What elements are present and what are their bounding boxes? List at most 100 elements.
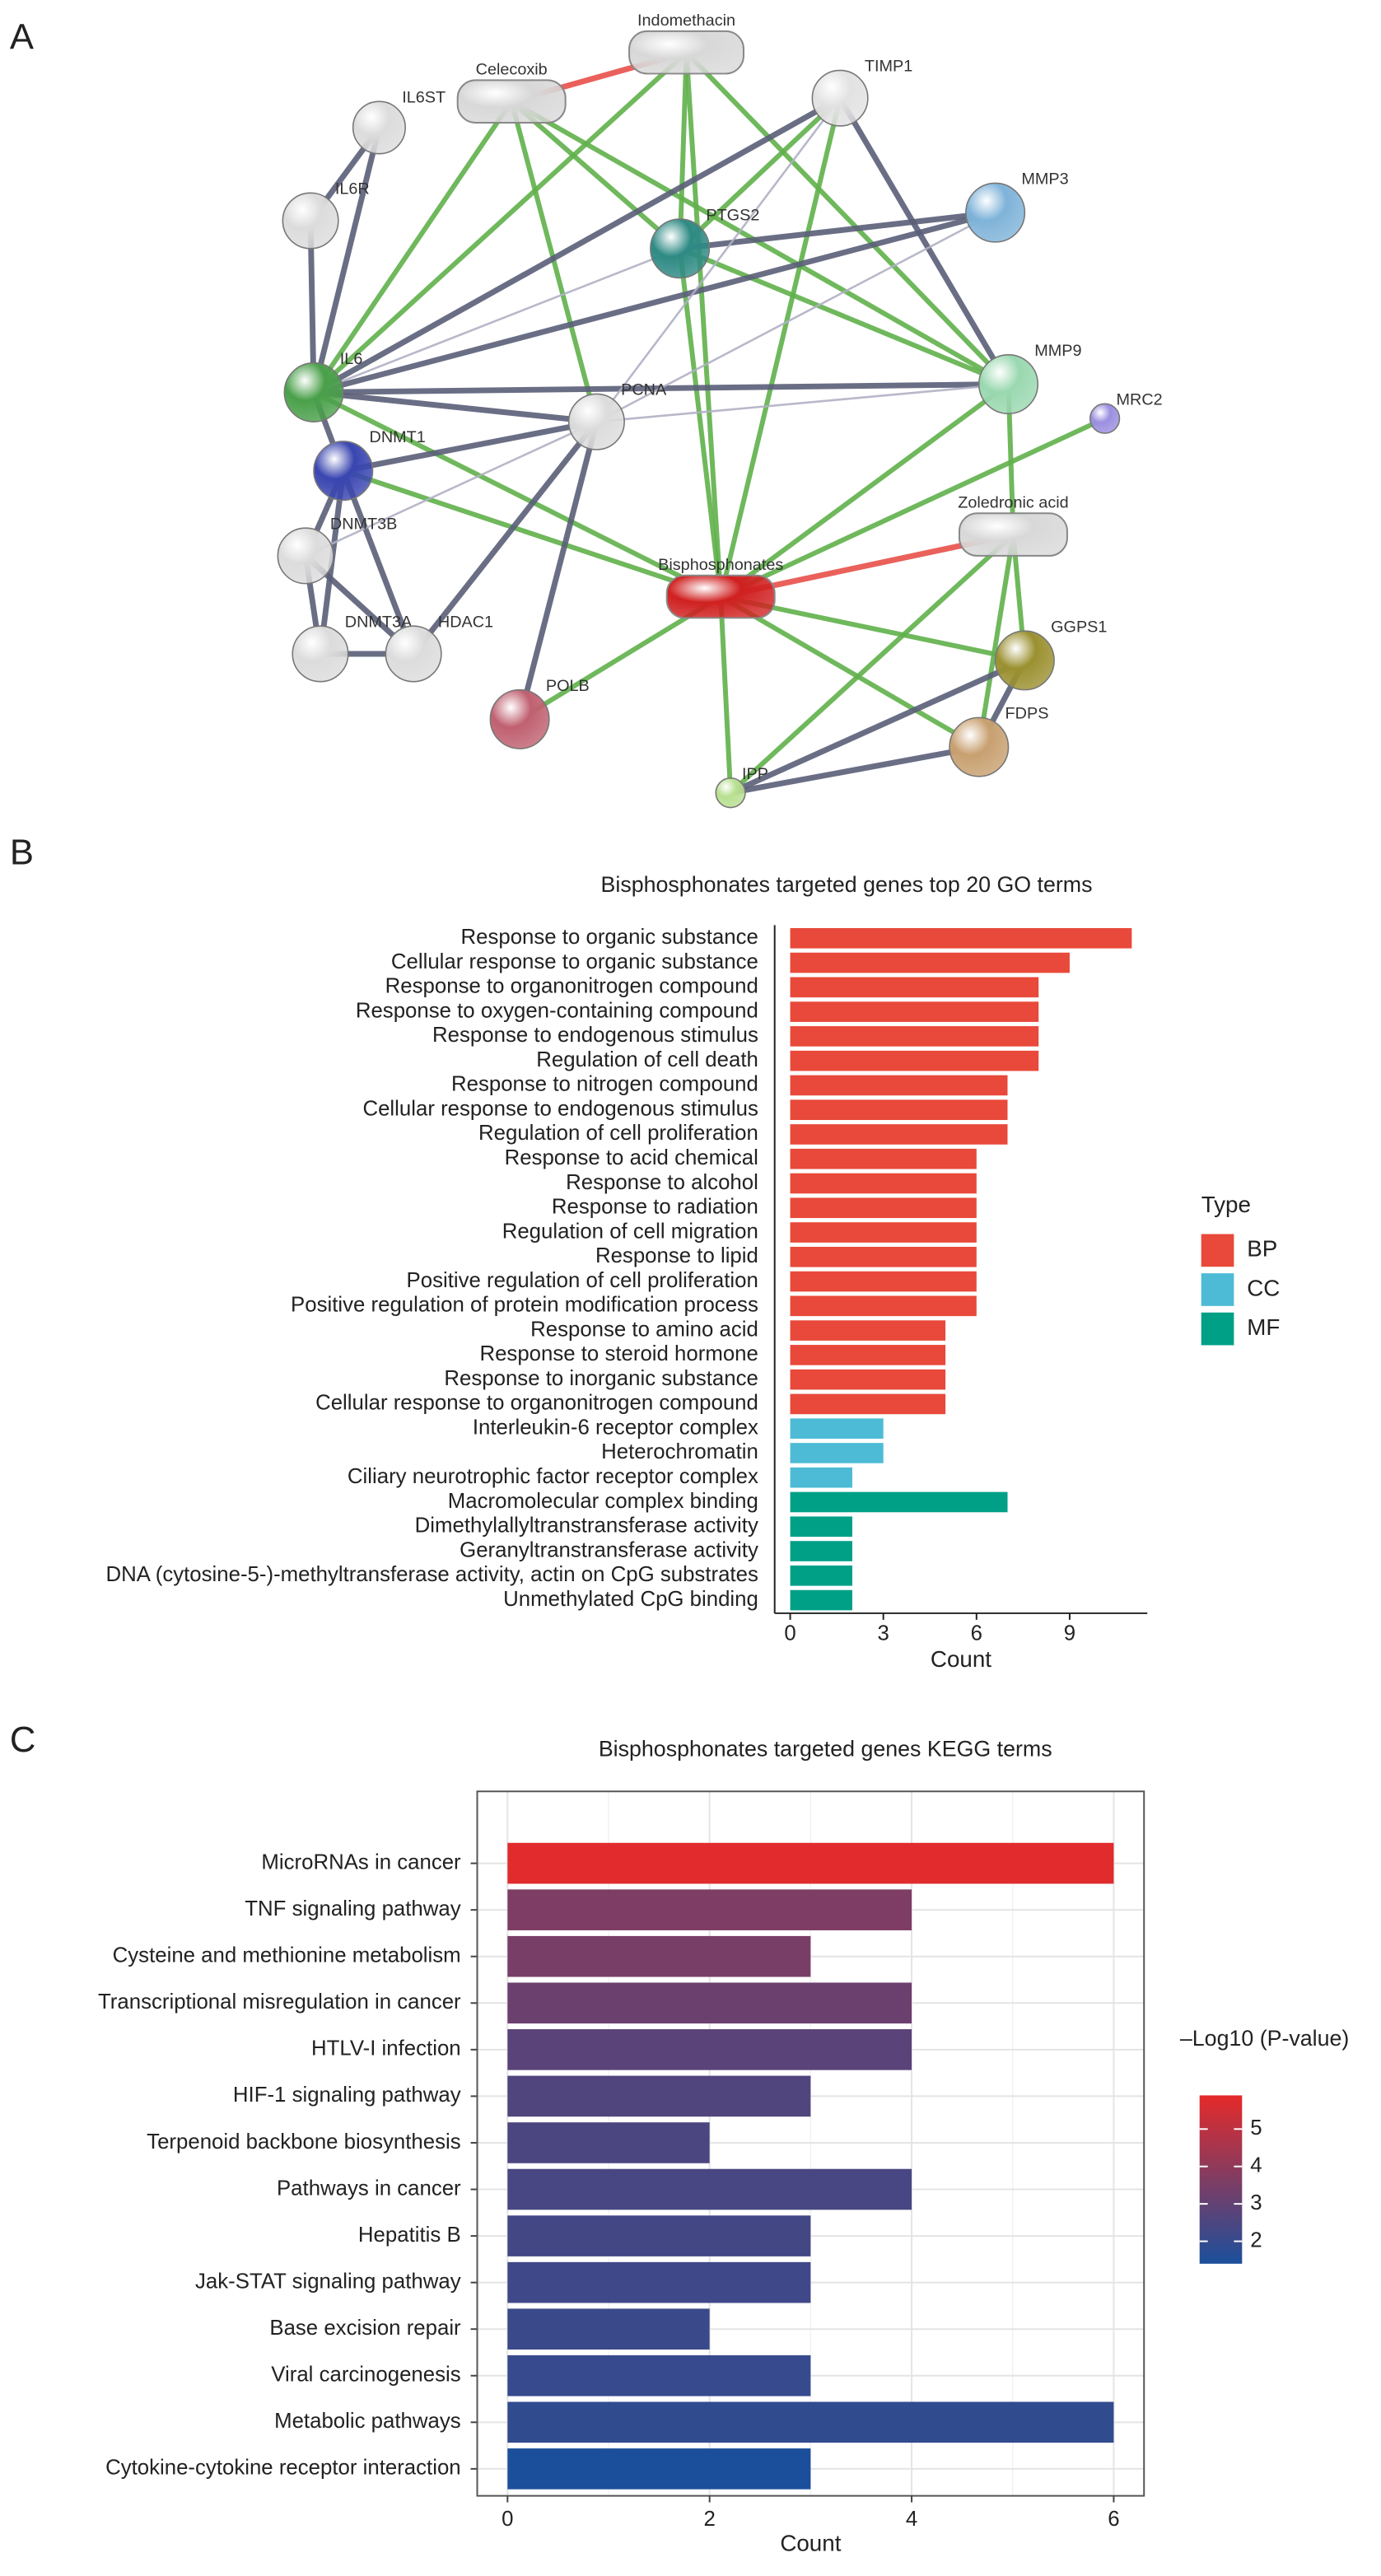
node-label: GGPS1: [1051, 618, 1107, 636]
node-label: IPP: [742, 765, 768, 783]
y-tick-label: Metabolic pathways: [274, 2410, 461, 2433]
node-label: TIMP1: [865, 58, 912, 76]
bar: [790, 1271, 977, 1292]
network-edge: [311, 100, 514, 394]
bar: [507, 2354, 811, 2396]
bar: [790, 1050, 1039, 1071]
network-edge: [595, 97, 842, 422]
bar: [507, 1935, 811, 1977]
legend-swatch: [1201, 1234, 1234, 1267]
bar: [507, 1842, 1114, 1884]
network-edge: [312, 390, 722, 600]
network-edge: [684, 50, 1010, 386]
legend-label: MF: [1247, 1314, 1280, 1340]
y-tick-label: Regulation of cell proliferation: [478, 1122, 758, 1145]
bar: [790, 1369, 946, 1390]
x-tick-label: 0: [502, 2508, 513, 2531]
node-label: IL6R: [335, 180, 370, 198]
network-node: [949, 716, 1010, 777]
y-tick-label: Response to alcohol: [566, 1171, 758, 1194]
node-label: Celecoxib: [476, 61, 548, 79]
network-edge: [718, 596, 734, 793]
y-tick-label: Response to nitrogen compound: [451, 1073, 758, 1096]
network-edge: [730, 744, 980, 796]
y-tick-label: Unmethylated CpG binding: [503, 1588, 758, 1611]
y-tick-label: Response to steroid hormone: [479, 1342, 758, 1365]
x-tick-label: 9: [1064, 1622, 1075, 1645]
bar: [790, 1124, 1008, 1145]
network-node: [1089, 403, 1121, 434]
colorbar-tick-label: 2: [1250, 2228, 1262, 2252]
y-tick-label: Response to inorganic substance: [444, 1367, 758, 1390]
node-label: MMP3: [1021, 170, 1068, 189]
y-tick-label: Response to endogenous stimulus: [432, 1024, 758, 1047]
node-label: DNMT1: [370, 428, 426, 446]
legend-label: BP: [1247, 1236, 1277, 1262]
bar: [790, 1246, 977, 1267]
y-tick-label: Cellular response to organic substance: [391, 950, 758, 973]
network-node: [489, 688, 550, 749]
y-tick-label: Pathways in cancer: [277, 2177, 461, 2200]
y-tick-label: HTLV-I infection: [311, 2037, 461, 2060]
x-tick-label: 3: [878, 1622, 889, 1645]
network-edge: [837, 96, 1011, 386]
network-edge: [343, 418, 598, 474]
y-tick-label: Positive regulation of protein modificat…: [291, 1294, 758, 1317]
network-edge: [729, 657, 1026, 796]
legend-label: CC: [1247, 1275, 1280, 1300]
network-node: [352, 100, 406, 155]
network-node: [567, 393, 625, 450]
network-edge: [312, 96, 842, 395]
network-edge: [719, 382, 1010, 599]
network-node: [977, 353, 1039, 415]
y-tick-label: Ciliary neurotrophic factor receptor com…: [348, 1465, 758, 1488]
y-tick-label: Terpenoid backbone biosynthesis: [147, 2130, 460, 2154]
bar: [790, 1467, 852, 1488]
colorbar-tick-label: 3: [1250, 2191, 1262, 2214]
bar: [507, 2168, 912, 2210]
network-node: [958, 512, 1068, 557]
y-tick-label: Response to organonitrogen compound: [385, 975, 758, 998]
network-node: [811, 69, 869, 127]
y-tick-label: Jak-STAT signaling pathway: [195, 2270, 461, 2293]
bar: [790, 1197, 977, 1219]
y-tick-label: DNA (cytosine-5-)-methyltransferase acti…: [106, 1563, 758, 1586]
network-node: [313, 441, 374, 502]
y-tick-label: Hepatitis B: [358, 2224, 461, 2247]
x-tick-label: 6: [971, 1622, 982, 1645]
x-tick-label: 6: [1108, 2508, 1119, 2531]
network-node: [385, 625, 442, 683]
node-label: DNMT3A: [345, 613, 413, 631]
y-tick-label: Positive regulation of cell proliferatio…: [407, 1269, 758, 1292]
bar: [507, 2448, 811, 2490]
network-node: [628, 30, 744, 75]
bar: [790, 1001, 1039, 1022]
network-edge: [411, 420, 600, 656]
network-edge: [305, 420, 597, 558]
node-label: FDPS: [1005, 705, 1049, 723]
y-tick-label: Response to radiation: [552, 1196, 758, 1219]
node-label: Indomethacin: [637, 12, 735, 30]
y-tick-label: Response to oxygen-containing compound: [356, 999, 758, 1022]
panel-letter: B: [10, 833, 34, 873]
y-tick-label: Heterochromatin: [601, 1440, 758, 1463]
x-tick-label: 0: [784, 1622, 795, 1645]
network-edge: [313, 247, 681, 394]
y-tick-label: Base excision repair: [269, 2317, 461, 2340]
node-label: MMP9: [1034, 342, 1081, 360]
bar: [790, 927, 1132, 949]
y-tick-label: Transcriptional misregulation in cancer: [98, 1990, 461, 2014]
chart-title: Bisphosphonates targeted genes top 20 GO…: [601, 872, 1093, 897]
y-tick-label: Cellular response to organonitrogen comp…: [315, 1392, 758, 1415]
network-edge: [718, 97, 842, 598]
bar: [790, 1393, 946, 1415]
colorbar-tick-label: 5: [1250, 2116, 1262, 2140]
node-label: PCNA: [621, 381, 667, 399]
legend-title: Type: [1201, 1192, 1251, 1217]
bar: [507, 1889, 912, 1930]
network-edge: [509, 100, 600, 422]
plot-border: [476, 1790, 1145, 2497]
y-tick-label: Regulation of cell death: [536, 1048, 758, 1071]
network-edge: [342, 468, 722, 600]
